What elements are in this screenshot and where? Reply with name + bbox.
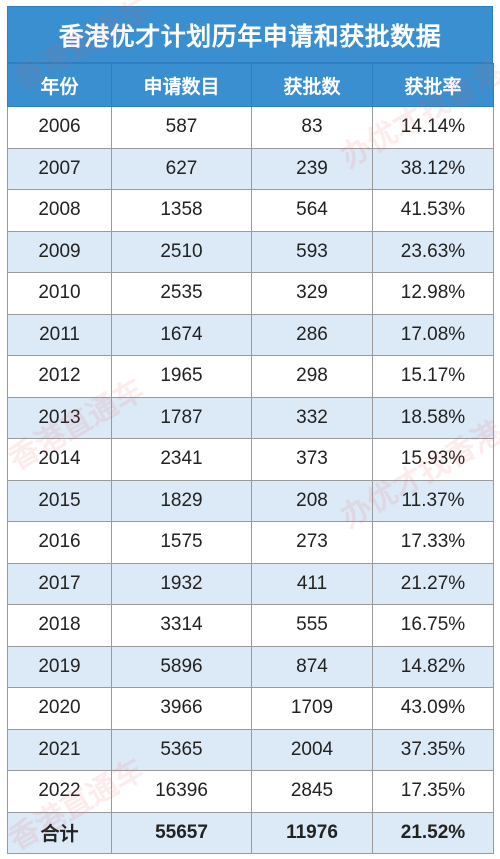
cell-approved: 373 bbox=[251, 438, 373, 481]
header-applications: 申请数目 bbox=[111, 63, 252, 107]
cell-approval-rate: 15.17% bbox=[372, 355, 494, 398]
cell-applications: 3314 bbox=[111, 604, 252, 647]
cell-year: 2013 bbox=[7, 396, 112, 439]
cell-year: 2017 bbox=[7, 562, 112, 605]
cell-approval-rate: 43.09% bbox=[372, 687, 494, 730]
cell-year: 2008 bbox=[7, 189, 112, 232]
cell-year: 2018 bbox=[7, 604, 112, 647]
cell-approved: 2004 bbox=[251, 728, 373, 771]
table-title: 香港优才计划历年申请和获批数据 bbox=[7, 6, 493, 63]
cell-approved: 286 bbox=[251, 313, 373, 356]
table-row: 2007 627 239 38.12% bbox=[7, 147, 494, 190]
cell-approved: 208 bbox=[251, 479, 373, 522]
table-row: 2019 5896 874 14.82% bbox=[7, 645, 494, 688]
table-body: 2006 587 83 14.14% 2007 627 239 38.12% 2008 1358 5… bbox=[7, 106, 494, 854]
cell-approval-rate: 14.82% bbox=[372, 645, 494, 688]
cell-year: 2016 bbox=[7, 521, 112, 564]
cell-approval-rate: 21.27% bbox=[372, 562, 494, 605]
table-row: 2022 16396 2845 17.35% bbox=[7, 770, 494, 813]
cell-applications: 627 bbox=[111, 147, 252, 190]
cell-year: 2010 bbox=[7, 272, 112, 315]
cell-applications: 1787 bbox=[111, 396, 252, 439]
table-row: 2013 1787 332 18.58% bbox=[7, 396, 494, 439]
header-year: 年份 bbox=[7, 63, 112, 107]
cell-approved: 298 bbox=[251, 355, 373, 398]
cell-approved: 874 bbox=[251, 645, 373, 688]
cell-year: 2011 bbox=[7, 313, 112, 356]
table-row: 2010 2535 329 12.98% bbox=[7, 272, 494, 315]
table-row: 2017 1932 411 21.27% bbox=[7, 562, 494, 605]
cell-approval-rate: 38.12% bbox=[372, 147, 494, 190]
cell-approved: 1709 bbox=[251, 687, 373, 730]
cell-year: 2021 bbox=[7, 728, 112, 771]
cell-applications: 2535 bbox=[111, 272, 252, 315]
cell-approval-rate: 18.58% bbox=[372, 396, 494, 439]
cell-approval-rate: 12.98% bbox=[372, 272, 494, 315]
cell-year: 2022 bbox=[7, 770, 112, 813]
table-row: 2011 1674 286 17.08% bbox=[7, 313, 494, 356]
table-row: 2008 1358 564 41.53% bbox=[7, 189, 494, 232]
cell-approval-rate: 17.35% bbox=[372, 770, 494, 813]
cell-applications: 2341 bbox=[111, 438, 252, 481]
cell-applications: 2510 bbox=[111, 230, 252, 273]
table-row: 2021 5365 2004 37.35% bbox=[7, 728, 494, 771]
cell-year: 2007 bbox=[7, 147, 112, 190]
cell-approved: 2845 bbox=[251, 770, 373, 813]
cell-applications: 1575 bbox=[111, 521, 252, 564]
cell-applications: 3966 bbox=[111, 687, 252, 730]
table-row: 2015 1829 208 11.37% bbox=[7, 479, 494, 522]
cell-year: 2015 bbox=[7, 479, 112, 522]
data-table: 年份 申请数目 获批数 获批率 2006 587 83 14.14% 2007 627 23… bbox=[7, 63, 494, 854]
header-approved: 获批数 bbox=[251, 63, 373, 107]
cell-approval-rate: 17.08% bbox=[372, 313, 494, 356]
cell-approved: 411 bbox=[251, 562, 373, 605]
cell-approved: 329 bbox=[251, 272, 373, 315]
cell-approval-rate: 15.93% bbox=[372, 438, 494, 481]
cell-approved: 239 bbox=[251, 147, 373, 190]
header-approval-rate: 获批率 bbox=[372, 63, 494, 107]
cell-applications: 5896 bbox=[111, 645, 252, 688]
cell-applications: 5365 bbox=[111, 728, 252, 771]
cell-applications: 1965 bbox=[111, 355, 252, 398]
cell-approved: 273 bbox=[251, 521, 373, 564]
cell-applications: 1674 bbox=[111, 313, 252, 356]
cell-approved: 555 bbox=[251, 604, 373, 647]
cell-applications: 1358 bbox=[111, 189, 252, 232]
cell-applications: 1829 bbox=[111, 479, 252, 522]
cell-applications: 587 bbox=[111, 106, 252, 149]
table-row: 2006 587 83 14.14% bbox=[7, 106, 494, 149]
header-row: 年份 申请数目 获批数 获批率 bbox=[7, 63, 494, 107]
cell-approval-rate: 41.53% bbox=[372, 189, 494, 232]
cell-approval-rate: 14.14% bbox=[372, 106, 494, 149]
cell-approval-rate: 37.35% bbox=[372, 728, 494, 771]
cell-applications: 16396 bbox=[111, 770, 252, 813]
table-row: 2009 2510 593 23.63% bbox=[7, 230, 494, 273]
total-label: 合计 bbox=[7, 811, 112, 854]
cell-approved: 593 bbox=[251, 230, 373, 273]
cell-approval-rate: 17.33% bbox=[372, 521, 494, 564]
cell-approved: 332 bbox=[251, 396, 373, 439]
total-applications: 55657 bbox=[111, 811, 252, 854]
table-row: 2018 3314 555 16.75% bbox=[7, 604, 494, 647]
cell-year: 2006 bbox=[7, 106, 112, 149]
total-row: 合计 55657 11976 21.52% bbox=[7, 811, 494, 854]
cell-approved: 83 bbox=[251, 106, 373, 149]
table-row: 2020 3966 1709 43.09% bbox=[7, 687, 494, 730]
cell-year: 2019 bbox=[7, 645, 112, 688]
cell-year: 2014 bbox=[7, 438, 112, 481]
cell-approval-rate: 11.37% bbox=[372, 479, 494, 522]
cell-approval-rate: 23.63% bbox=[372, 230, 494, 273]
table-row: 2014 2341 373 15.93% bbox=[7, 438, 494, 481]
cell-approval-rate: 16.75% bbox=[372, 604, 494, 647]
cell-applications: 1932 bbox=[111, 562, 252, 605]
cell-approved: 564 bbox=[251, 189, 373, 232]
cell-year: 2020 bbox=[7, 687, 112, 730]
table-row: 2012 1965 298 15.17% bbox=[7, 355, 494, 398]
table-row: 2016 1575 273 17.33% bbox=[7, 521, 494, 564]
total-approval-rate: 21.52% bbox=[372, 811, 494, 854]
cell-year: 2012 bbox=[7, 355, 112, 398]
cell-year: 2009 bbox=[7, 230, 112, 273]
total-approved: 11976 bbox=[251, 811, 373, 854]
